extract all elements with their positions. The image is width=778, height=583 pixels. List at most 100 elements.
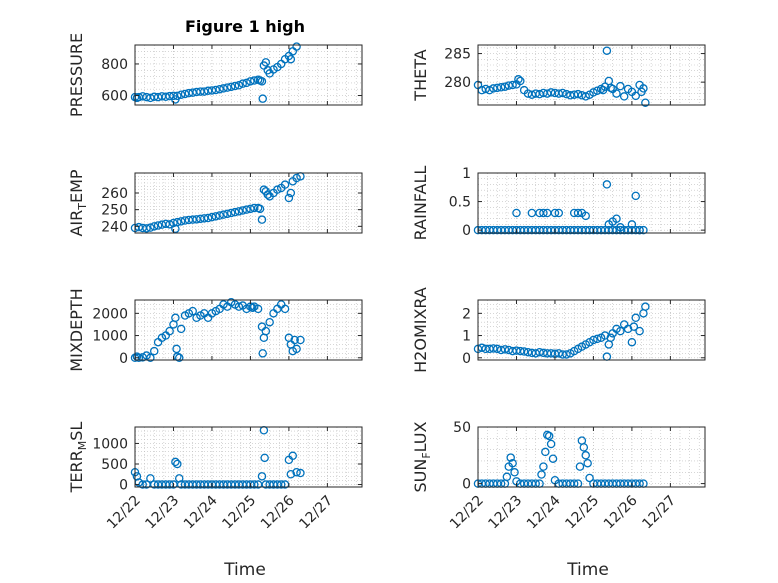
data-point [602, 46, 612, 55]
data-point [516, 76, 525, 86]
axes-box [134, 172, 363, 234]
data-point [165, 220, 174, 229]
y-tick-label: 2 [462, 306, 471, 322]
data-point [257, 472, 267, 481]
x-tick-label: 12/22 [104, 493, 144, 533]
axes-box [477, 299, 706, 361]
data-point [292, 173, 301, 183]
data-point [539, 462, 548, 471]
y-tick-label: 1000 [92, 329, 128, 345]
data-point [230, 81, 240, 91]
axes-background [135, 427, 362, 487]
data-point [508, 458, 517, 468]
data-point [284, 193, 294, 203]
data-point [173, 217, 182, 227]
y-tick-label: 0 [119, 478, 128, 494]
data-point [234, 81, 244, 90]
data-point [581, 92, 590, 101]
data-point [510, 468, 519, 477]
data-point [219, 84, 228, 93]
data-point [616, 81, 625, 91]
data-point [176, 217, 186, 226]
figure-title: Figure 1 high [185, 17, 305, 36]
y-tick-label: 1 [462, 166, 471, 182]
y-tick-label: 260 [101, 186, 128, 202]
axes-box [134, 44, 363, 106]
data-point [541, 447, 550, 457]
data-point [508, 80, 517, 90]
data-point [169, 218, 178, 228]
y-tick-label: 0.5 [449, 195, 471, 211]
data-point [631, 313, 640, 323]
data-point [176, 324, 186, 334]
data-point [600, 331, 610, 340]
y-tick-label: 0 [462, 223, 471, 239]
data-point [539, 208, 548, 218]
y-axis-label: TERRMSL [67, 422, 89, 494]
x-tick-label: 12/24 [524, 492, 564, 532]
data-point [180, 89, 190, 99]
subplot-rainfall: 0 0.5 1 RAINFALL [411, 166, 706, 241]
data-point [616, 326, 625, 336]
axes-background [478, 173, 705, 233]
data-point [492, 83, 502, 93]
data-point [612, 214, 621, 223]
y-axis-label: RAINFALL [411, 166, 430, 241]
subplot-h2omixra: 0 1 2 H2OMIXRA [411, 287, 706, 373]
data-point [641, 302, 650, 311]
y-tick-label: 0 [462, 477, 471, 493]
y-axis-label: THETA [411, 49, 430, 101]
data-point [261, 326, 271, 336]
data-point [558, 88, 567, 98]
y-tick-label: 0 [119, 351, 128, 367]
data-point [635, 326, 644, 336]
data-point [257, 215, 267, 224]
data-point [600, 82, 610, 91]
data-point [176, 90, 186, 99]
subplot-mixdepth: 0 1000 2000 MIXDEPTH [67, 288, 363, 372]
x-axis-label-left: Time [223, 560, 266, 580]
data-point [573, 208, 583, 218]
data-point [619, 92, 629, 101]
data-point [562, 350, 571, 359]
x-tick-label: 12/27 [296, 493, 336, 533]
data-point [280, 180, 290, 189]
data-point [223, 83, 232, 92]
data-point [500, 345, 510, 354]
data-point [546, 439, 556, 449]
data-point [276, 480, 286, 489]
data-point [612, 89, 621, 98]
y-tick-label: 1000 [92, 436, 128, 452]
data-point [207, 212, 217, 222]
data-point [171, 457, 180, 467]
data-point [207, 86, 217, 95]
data-point [546, 88, 556, 97]
data-point [215, 84, 224, 94]
data-point [188, 306, 197, 316]
data-point [246, 77, 255, 86]
data-point [496, 83, 506, 92]
subplot-theta: 280 285 THETA [411, 44, 706, 107]
data-point [226, 82, 236, 92]
y-tick-label: 800 [101, 57, 128, 73]
axes-box [134, 426, 363, 488]
data-point [589, 335, 598, 345]
data-point [581, 211, 590, 221]
data-point [238, 206, 247, 215]
y-axis-label: SUNFLUX [411, 421, 433, 492]
data-point [616, 223, 625, 232]
y-axis-label: PRESSURE [67, 33, 86, 117]
data-point [629, 322, 639, 331]
data-point [627, 337, 637, 347]
data-point [514, 75, 523, 84]
data-point [292, 42, 301, 51]
data-point [554, 208, 564, 218]
data-point [583, 458, 592, 468]
y-tick-label: 2000 [92, 306, 128, 322]
data-point [489, 344, 498, 353]
data-point [286, 188, 296, 198]
data-point [258, 349, 267, 358]
